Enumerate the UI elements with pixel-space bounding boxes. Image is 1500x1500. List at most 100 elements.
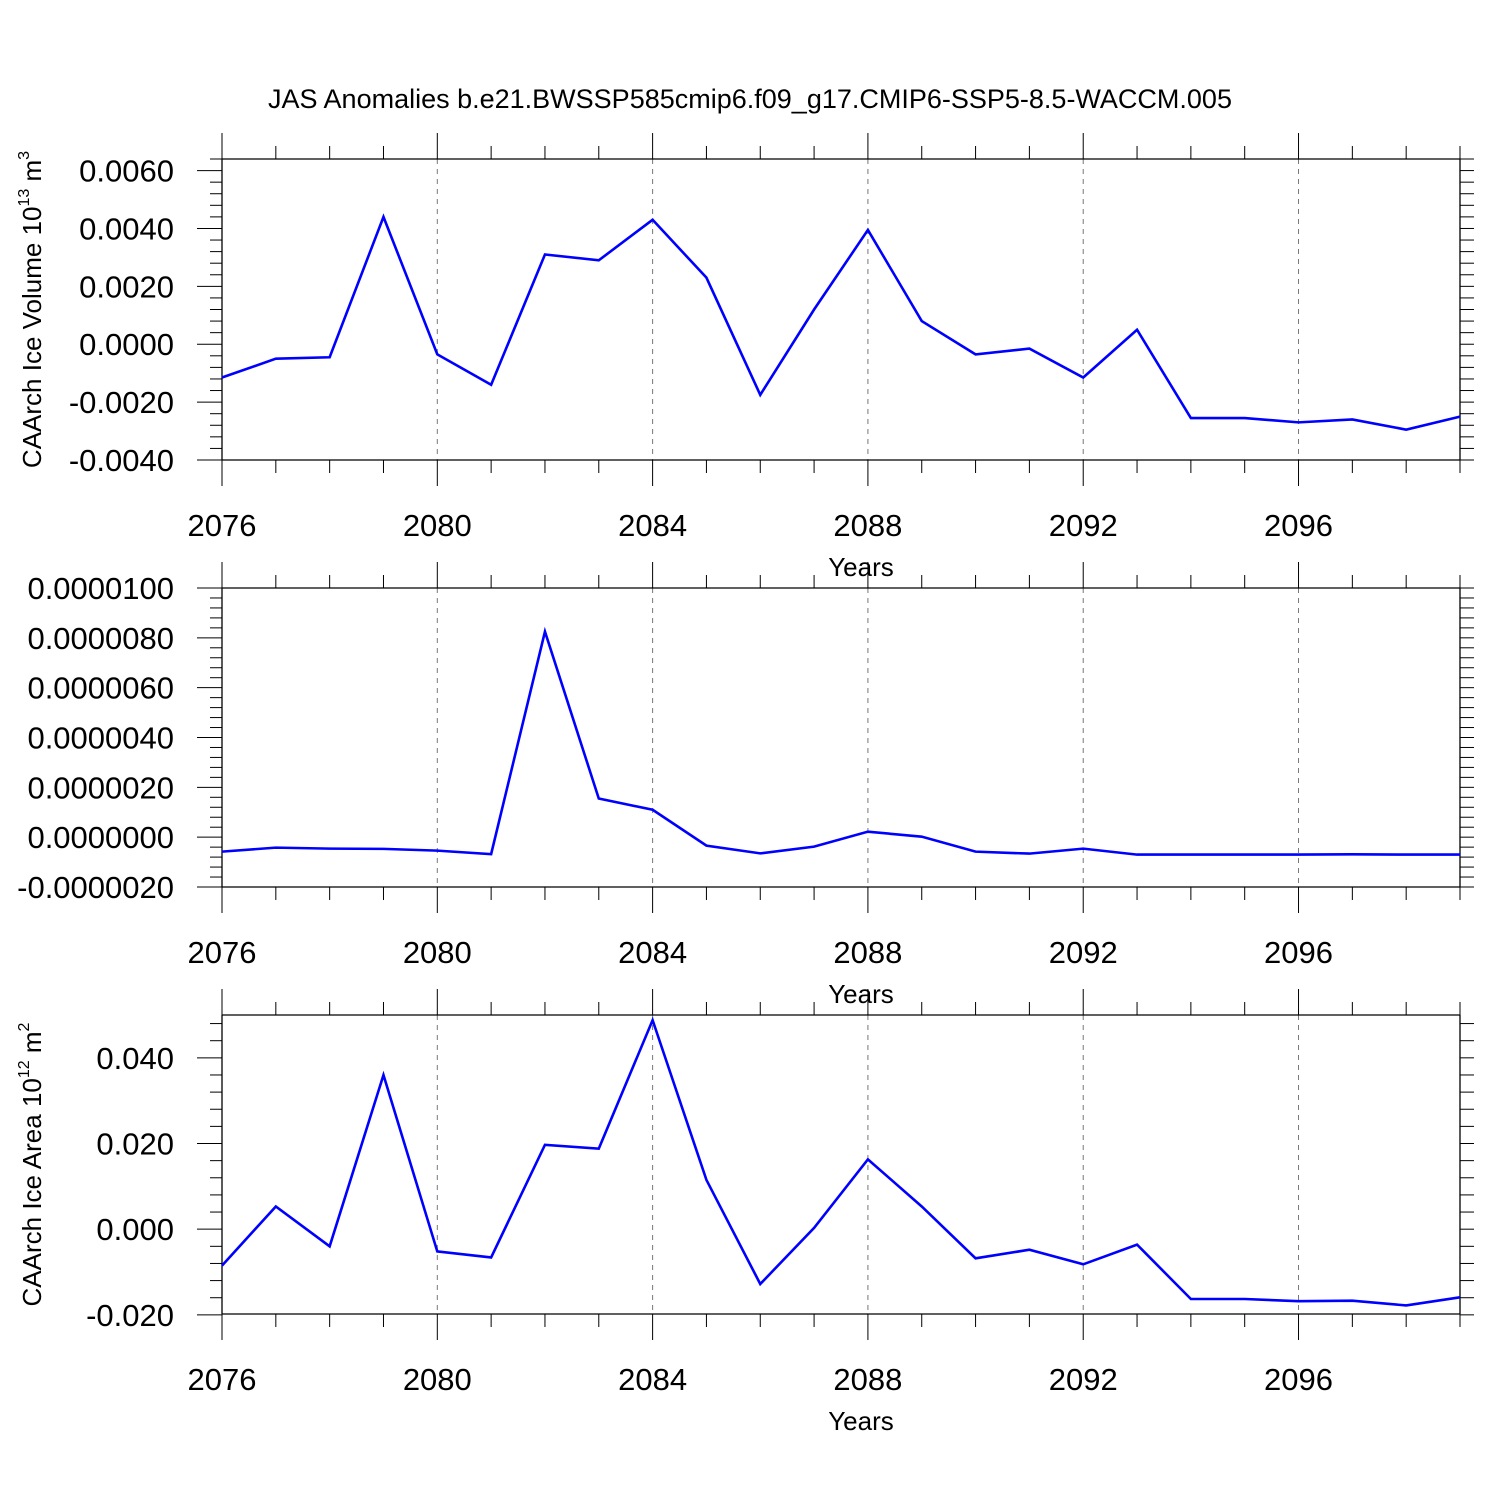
x-tick-label: 2096	[1264, 508, 1333, 543]
data-point	[1243, 1297, 1247, 1301]
data-point	[1135, 853, 1139, 857]
y-tick-label: 0.040	[96, 1041, 174, 1076]
data-point	[1297, 1299, 1301, 1303]
chart-title: JAS Anomalies b.e21.BWSSP585cmip6.f09_g1…	[268, 84, 1232, 114]
data-point	[1404, 428, 1408, 432]
data-point	[651, 808, 655, 812]
y-tick-label: 0.0000	[79, 327, 174, 362]
data-point	[704, 276, 708, 280]
data-point	[220, 850, 224, 854]
data-point	[758, 851, 762, 855]
y-tick-label: 0.0000100	[27, 571, 174, 606]
data-point	[651, 218, 655, 222]
data-point	[597, 797, 601, 801]
data-point	[220, 376, 224, 380]
y-axis-label-text: CAArch Ice Area 10	[17, 1078, 47, 1306]
x-tick-label: 2084	[618, 935, 687, 970]
data-point	[543, 1143, 547, 1147]
data-point	[489, 1255, 493, 1259]
data-point	[435, 352, 439, 356]
x-axis-label: Years	[828, 552, 894, 582]
x-tick-label: 2096	[1264, 935, 1333, 970]
y-tick-label: -0.0000020	[17, 870, 174, 905]
x-tick-label: 2092	[1049, 935, 1118, 970]
data-point	[1189, 1297, 1193, 1301]
data-point	[489, 852, 493, 856]
y-tick-label: 0.0000000	[27, 820, 174, 855]
data-point	[1135, 328, 1139, 332]
x-tick-label: 2088	[833, 508, 902, 543]
data-point	[1189, 416, 1193, 420]
chart-panel-1: 2076 2080 2084 2088 2092 2096 0.0060 0.0040 0.00…	[16, 133, 1474, 582]
y-tick-label: 0.0020	[79, 269, 174, 304]
x-tick-label: 2080	[403, 508, 472, 543]
data-point	[489, 383, 493, 387]
data-point	[597, 258, 601, 262]
data-point	[920, 835, 924, 839]
x-axis-label: Years	[828, 1406, 894, 1436]
chart-panel-3: 2076 2080 2084 2088 2092 2096 0.040 0.020 0.000 -…	[16, 989, 1474, 1436]
data-point	[1027, 1248, 1031, 1252]
data-point	[812, 1226, 816, 1230]
y-tick-label: -0.020	[86, 1298, 174, 1333]
data-point	[1297, 853, 1301, 857]
y-axis-label-unit: m	[17, 1031, 47, 1060]
data-point	[974, 850, 978, 854]
data-point	[1081, 1262, 1085, 1266]
data-point	[1081, 376, 1085, 380]
x-tick-label: 2080	[403, 935, 472, 970]
y-tick-label: -0.0040	[69, 443, 174, 478]
data-point	[812, 845, 816, 849]
data-point	[1027, 347, 1031, 351]
data-point	[974, 1256, 978, 1260]
data-point	[866, 1157, 870, 1161]
y-tick-label: 0.0060	[79, 154, 174, 189]
x-axis-label: Years	[828, 979, 894, 1009]
data-point	[1350, 852, 1354, 856]
data-point	[920, 1204, 924, 1208]
data-point	[543, 253, 547, 257]
data-point	[543, 630, 547, 634]
data-point	[1350, 417, 1354, 421]
y-tick-label: 0.0000020	[27, 770, 174, 805]
x-tick-label: 2076	[188, 1362, 257, 1397]
x-tick-label: 2092	[1049, 508, 1118, 543]
x-tick-label: 2080	[403, 1362, 472, 1397]
y-tick-label: 0.0040	[79, 211, 174, 246]
y-tick-label: 0.000	[96, 1212, 174, 1247]
series-line	[221, 213, 1461, 431]
data-point	[597, 1147, 601, 1151]
data-point	[381, 847, 385, 851]
data-point	[435, 849, 439, 853]
data-point	[1404, 1303, 1408, 1307]
data-point	[435, 1249, 439, 1253]
data-point	[704, 844, 708, 848]
y-axis-label-unit-exponent: 2	[16, 1022, 33, 1031]
data-point	[758, 1282, 762, 1286]
data-point	[1458, 415, 1462, 419]
data-point	[328, 355, 332, 359]
x-tick-label: 2092	[1049, 1362, 1118, 1397]
y-tick-label: 0.020	[96, 1127, 174, 1162]
data-point	[1458, 853, 1462, 857]
x-tick-label: 2088	[833, 1362, 902, 1397]
data-point	[866, 830, 870, 834]
data-point	[866, 228, 870, 232]
data-point	[1458, 1295, 1462, 1299]
data-point	[1243, 416, 1247, 420]
series-line	[221, 626, 1460, 856]
data-point	[651, 1018, 655, 1022]
data-point	[1135, 1243, 1139, 1247]
data-point	[974, 352, 978, 356]
x-tick-label: 2096	[1264, 1362, 1333, 1397]
data-point	[1027, 852, 1031, 856]
data-point	[1297, 420, 1301, 424]
data-point	[381, 1073, 385, 1077]
series-line	[221, 1016, 1461, 1307]
data-point	[381, 215, 385, 219]
y-axis-label: CAArch Ice Area 1012 m2	[16, 1022, 47, 1306]
y-axis-label: CAArch Ice Volume 1013 m3	[16, 151, 47, 468]
x-tick-label: 2076	[188, 508, 257, 543]
y-tick-label: 0.0000040	[27, 721, 174, 756]
y-tick-label: 0.0000080	[27, 621, 174, 656]
